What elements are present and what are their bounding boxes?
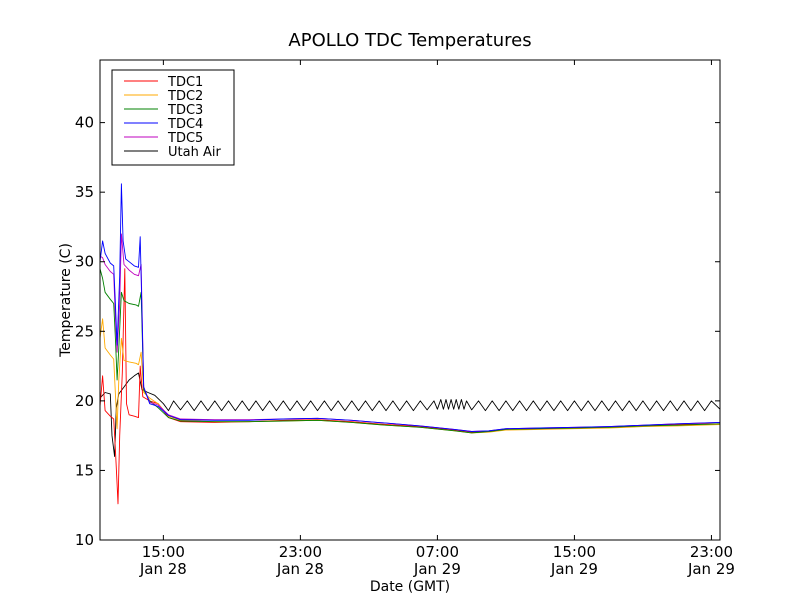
- x-axis-label: Date (GMT): [370, 579, 450, 595]
- series-line-tdc4: [99, 183, 721, 432]
- x-tick-time-label: 15:00: [142, 543, 185, 561]
- y-tick-label: 10: [75, 531, 94, 549]
- x-tick-time-label: 23:00: [279, 543, 322, 561]
- legend-label: Utah Air: [168, 145, 221, 160]
- y-axis-label: Temperature (C): [58, 243, 74, 358]
- x-tick-date-label: Jan 28: [139, 560, 187, 578]
- series-line-tdc3: [99, 268, 721, 434]
- plot-frame: [99, 59, 721, 541]
- legend-label: TDC4: [167, 117, 203, 132]
- series-line-tdc5: [99, 233, 721, 432]
- x-tick-date-label: Jan 29: [413, 560, 461, 578]
- legend-box: [111, 69, 235, 166]
- series-layer: [99, 183, 721, 505]
- legend-label: TDC3: [167, 103, 203, 118]
- y-tick-label: 20: [75, 392, 94, 410]
- series-line-tdc2: [99, 318, 721, 434]
- chart-title: APOLLO TDC Temperatures: [288, 30, 531, 51]
- series-line-utah-air: [99, 372, 721, 457]
- x-tick-date-label: Jan 29: [550, 560, 598, 578]
- y-tick-label: 35: [75, 183, 94, 201]
- x-tick-time-label: 07:00: [416, 543, 459, 561]
- y-tick-label: 25: [75, 322, 94, 340]
- x-tick-time-label: 23:00: [690, 543, 733, 561]
- series-line-tdc1: [99, 268, 721, 505]
- y-tick-label: 15: [75, 461, 94, 479]
- x-tick-time-label: 15:00: [553, 543, 596, 561]
- y-tick-label: 40: [75, 114, 94, 132]
- x-tick-date-label: Jan 29: [687, 560, 735, 578]
- y-tick-label: 30: [75, 253, 94, 271]
- legend-label: TDC2: [167, 89, 203, 104]
- legend-label: TDC1: [167, 75, 203, 90]
- legend-label: TDC5: [167, 131, 203, 146]
- x-tick-date-label: Jan 28: [276, 560, 324, 578]
